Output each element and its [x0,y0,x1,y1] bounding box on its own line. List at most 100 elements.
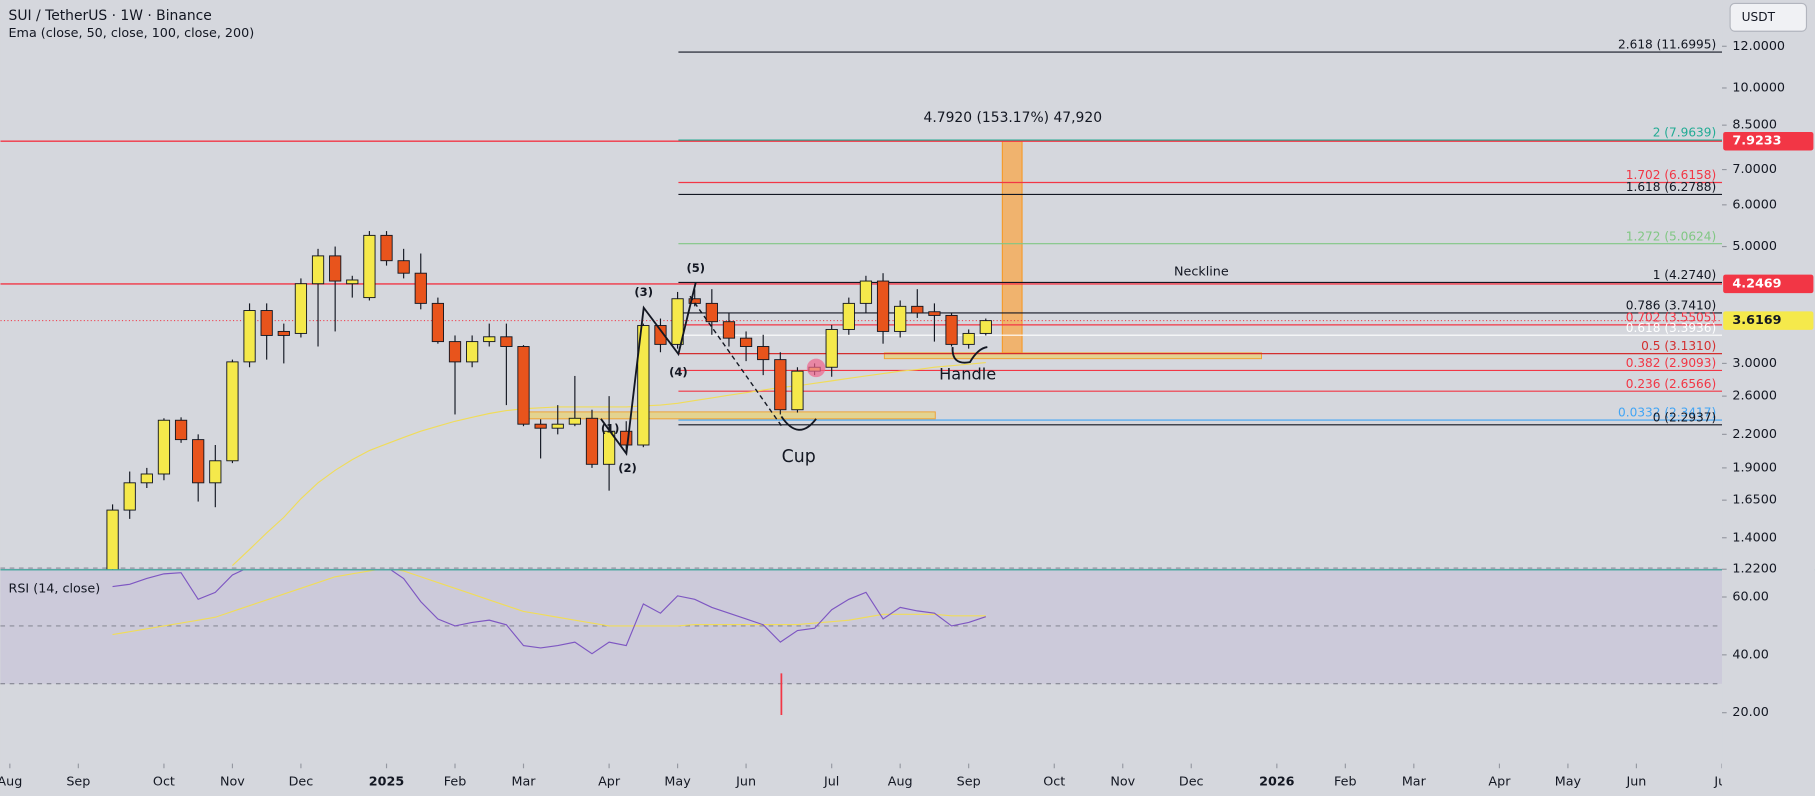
handle-curve [951,346,988,364]
candle-body [739,337,753,347]
candle-body [585,417,599,465]
candle-body [209,460,222,484]
y-tick-label: 1.4000 [1732,529,1777,544]
price-tag-label: 3.6169 [1732,312,1781,327]
price-axis: 12.0000 10.0000 8.5000 7.0000 6.0000 5.0000 3.… [1722,38,1814,719]
y-tick-label: 7.0000 [1732,161,1777,176]
fib-label: 0.236 (2.6566) [1626,377,1716,391]
candle-body [791,370,804,411]
rsi-tick-label: 40.00 [1732,646,1768,661]
candle-body [448,341,462,363]
candle-body [329,255,342,282]
x-tick-label: Oct [1043,774,1065,789]
fib-label: 0.702 (3.5505) [1626,310,1716,324]
x-tick-label: 2026 [1259,774,1295,789]
candle-body [311,255,325,285]
y-tick-label: 3.0000 [1732,355,1777,370]
cup-label: Cup [782,447,816,467]
candle-body [277,330,290,336]
candle-body [551,423,564,429]
candle-body [859,280,873,304]
price-pane [0,51,1723,570]
candle-body [192,439,205,484]
candle-body [431,302,445,343]
price-tag-label: 4.2469 [1732,275,1781,290]
fib-label: 0.618 (3.3936) [1626,321,1716,335]
x-tick-label: Apr [1488,774,1511,789]
candle-body [620,430,633,446]
candle-body [757,346,770,361]
candle-body [825,328,838,368]
fib-label: 1.618 (6.2788) [1626,180,1716,194]
indicator-label: Ema (close, 50, close, 100, close, 200) [9,25,255,40]
candle-body [140,473,153,484]
candle-body [414,272,427,304]
candle-body [534,423,547,429]
candle-body [705,302,718,323]
candle-body [346,279,359,285]
x-tick-label: Sep [957,774,981,789]
fib-label: 0.382 (2.9093) [1626,356,1716,370]
candle-body [876,280,890,332]
candle-body [466,341,479,363]
fib-label: 0.5 (3.1310) [1641,339,1716,353]
rsi-pane [0,567,1723,685]
chart-title: SUI / TetherUS · 1W · Binance [9,8,212,24]
candle-body [517,346,530,425]
x-tick-label: Apr [598,774,621,789]
support-zone [883,352,1262,360]
wave-label: (4) [669,365,688,379]
candle-body [294,283,308,334]
candle-body [671,298,684,345]
x-tick-label: Dec [1179,774,1204,789]
currency-button[interactable] [1729,2,1808,32]
x-tick-label: Jul [823,774,839,789]
demand-zone [526,411,936,420]
rsi-tick-label: 60.00 [1732,589,1768,604]
annotations: 4.7920 (153.17%) 47,920 Neckline Cup Han… [600,38,1716,475]
wave-line [600,282,697,456]
x-tick-label: Dec [289,774,314,789]
signal-dot [806,358,826,378]
measure-label: 4.7920 (153.17%) 47,920 [924,110,1102,126]
x-tick-label: May [664,774,691,789]
rsi-ma-line [112,570,986,636]
y-tick-label: 1.9000 [1732,459,1777,474]
candle-body [380,234,393,262]
candle-body [637,325,650,446]
candle-body [123,482,136,511]
rsi-lines [112,570,987,716]
candle-body [654,325,667,345]
candle-body [397,260,410,274]
rsi-title: RSI (14, close) [9,580,101,595]
fib-label: 0.0332 (2.3417) [1618,406,1716,420]
y-tick-label: 1.2200 [1732,561,1777,576]
handle-label: Handle [939,364,996,383]
candle-body [500,336,513,347]
candle-body [842,302,855,330]
fib-label: 0.786 (3.7410) [1626,298,1716,312]
x-tick-label: Nov [220,774,245,789]
x-tick-label: Jun [735,774,756,789]
y-tick-label: 6.0000 [1732,196,1777,211]
x-tick-label: Mar [511,774,536,789]
measure-box [1001,140,1023,354]
candle-body [226,361,239,462]
fib-label: 2.618 (11.6995) [1618,38,1716,52]
fib-label: 1 (4.2740) [1653,268,1716,282]
x-tick-label: May [1555,774,1582,789]
candle-body [722,321,736,339]
x-tick-label: Oct [153,774,175,789]
candle-body [363,234,376,299]
fib-label: 1.702 (6.6158) [1626,168,1716,182]
y-tick-label: 8.5000 [1732,117,1777,132]
candle-body [774,359,787,411]
price-tag [1723,274,1814,294]
wave-dashed [689,295,782,427]
fib-label: 1.272 (5.0624) [1626,229,1716,243]
x-tick-label: Feb [1334,774,1357,789]
y-tick-label: 1.6500 [1732,492,1777,507]
price-tag [1723,131,1814,151]
y-tick-label: 12.0000 [1732,38,1785,53]
